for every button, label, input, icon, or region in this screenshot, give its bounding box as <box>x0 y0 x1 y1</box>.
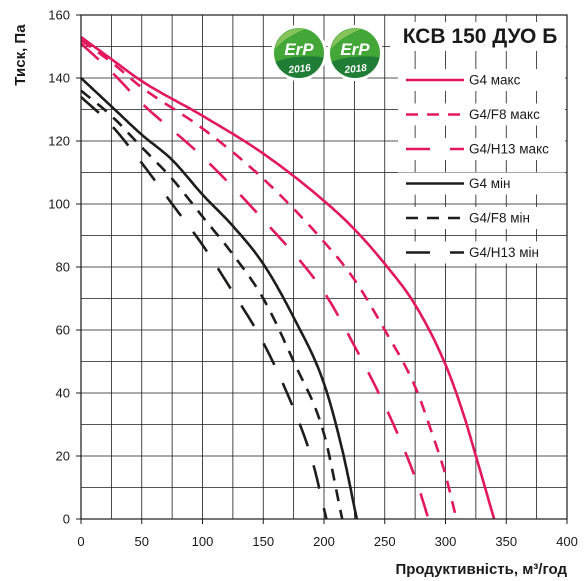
legend-item-background <box>398 207 565 229</box>
x-tick-label: 50 <box>135 534 149 549</box>
legend-item-g4-h13-max: G4/H13 макс <box>398 138 565 160</box>
y-axis-label: Тиск, Па <box>12 24 29 86</box>
series-line-g4-max <box>80 35 496 520</box>
legend-label: G4/F8 мін <box>469 211 530 226</box>
legend: G4 макс G4/F8 макс G4/H13 макс G4 мін G4/F8 … <box>398 69 565 264</box>
series-line-g4-f8-max <box>80 39 458 520</box>
erp-2016-badge: ErP 2016 <box>271 25 327 81</box>
y-axis: 0 20 40 60 80 100 120 140 160 <box>48 8 81 527</box>
x-tick-label: 400 <box>556 534 578 549</box>
y-tick-label: 160 <box>48 8 70 23</box>
x-axis: 0 50 100 150 200 250 300 350 400 <box>77 519 578 549</box>
legend-item-background <box>398 69 565 91</box>
legend-label: G4/H13 макс <box>469 142 549 157</box>
series-line-g4-h13-min <box>80 95 328 520</box>
badge-leaf <box>331 28 361 49</box>
badge-year: 2018 <box>343 63 368 76</box>
legend-item-background <box>398 103 565 126</box>
y-tick-label: 140 <box>48 71 70 86</box>
y-tick-label: 80 <box>56 260 70 275</box>
legend-label: G4 мін <box>469 176 511 191</box>
badge-year: 2016 <box>287 63 312 76</box>
x-tick-label: 100 <box>192 534 214 549</box>
legend-item-background <box>398 172 565 195</box>
legend-label: G4/F8 макс <box>469 107 540 122</box>
x-tick-label: 200 <box>313 534 335 549</box>
legend-item-g4-h13-min: G4/H13 мін <box>398 241 565 264</box>
legend-item-g4-f8-max: G4/F8 макс <box>398 103 565 126</box>
chart-title: КСВ 150 ДУО Б <box>403 25 558 48</box>
x-tick-label: 350 <box>495 534 517 549</box>
y-tick-label: 120 <box>48 134 70 149</box>
y-tick-label: 0 <box>63 512 70 527</box>
erp-2018-badge: ErP 2018 <box>327 25 383 81</box>
badge-label: ErP <box>340 40 370 59</box>
badge-ribbon <box>275 56 324 78</box>
title-background <box>390 22 566 51</box>
y-tick-label: 40 <box>56 386 70 401</box>
badge-label: ErP <box>284 40 314 59</box>
legend-label: G4 макс <box>469 73 521 88</box>
title-block: КСВ 150 ДУО Б <box>390 22 566 51</box>
legend-item-background <box>398 241 565 264</box>
x-tick-label: 300 <box>435 534 457 549</box>
series-line-g4-h13-max <box>80 42 430 520</box>
legend-item-background <box>398 138 565 160</box>
legend-label: G4/H13 мін <box>469 245 539 260</box>
y-tick-label: 60 <box>56 323 70 338</box>
badge-leaf <box>275 28 305 49</box>
badge-ribbon <box>331 56 380 78</box>
legend-item-g4-min: G4 мін <box>398 172 565 195</box>
x-axis-label: Продуктивність, м³/год <box>395 561 567 578</box>
series-line-g4-f8-min <box>80 89 344 520</box>
grid <box>80 14 568 520</box>
series-line-g4-min <box>80 77 359 520</box>
y-tick-label: 100 <box>48 197 70 212</box>
series-layer <box>80 35 496 520</box>
legend-item-g4-f8-min: G4/F8 мін <box>398 207 565 229</box>
x-tick-label: 0 <box>77 534 84 549</box>
legend-item-g4-max: G4 макс <box>398 69 565 91</box>
x-tick-label: 250 <box>374 534 396 549</box>
y-tick-label: 20 <box>56 449 70 464</box>
x-tick-label: 150 <box>252 534 274 549</box>
